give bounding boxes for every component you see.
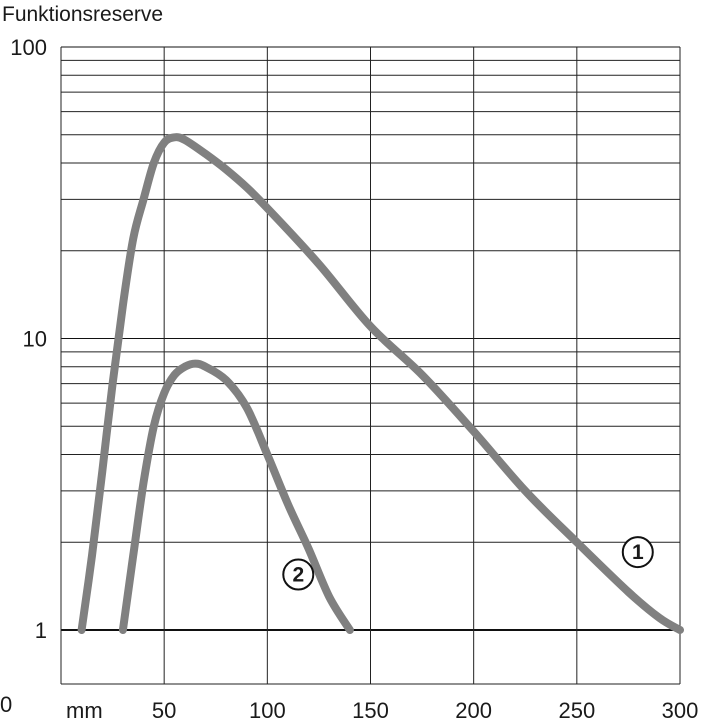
series-marker-label-2: 2 — [292, 564, 304, 587]
y-tick-label: 10 — [23, 327, 47, 352]
series-marker-circle-2 — [282, 558, 315, 591]
x-tick-label: 200 — [455, 698, 492, 720]
series-marker-circle-1 — [621, 536, 654, 569]
x-unit-label: mm — [66, 698, 103, 720]
series-markers: 12 — [282, 536, 654, 591]
series-line-1 — [77, 133, 684, 634]
series-lines — [77, 133, 684, 634]
x-tick-label: 100 — [249, 698, 286, 720]
x-tick-label: 300 — [662, 698, 699, 720]
x-tick-label: 150 — [352, 698, 389, 720]
series-marker-label-1: 1 — [632, 541, 644, 564]
grid — [60, 46, 681, 685]
y-tick-label: 100 — [10, 35, 47, 60]
y-tick-label: 1 — [35, 618, 47, 643]
x-tick-label: 250 — [558, 698, 595, 720]
y-axis-title: Funktionsreserve — [2, 3, 163, 26]
y-zero-label: 0 — [0, 692, 12, 717]
series-line-2 — [118, 359, 354, 634]
x-tick-label: 50 — [152, 698, 176, 720]
tick-labels: 0 mm 50 100 150 200 250 300 1 10 100 — [0, 35, 698, 720]
